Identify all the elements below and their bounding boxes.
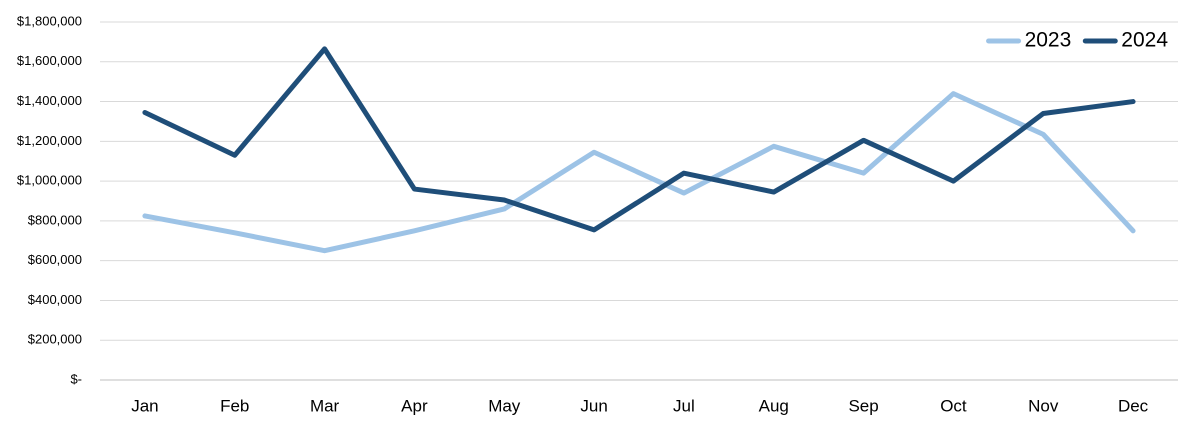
x-tick-label: Jan [131, 396, 158, 415]
y-tick-label: $1,400,000 [17, 93, 82, 108]
x-tick-label: Aug [759, 396, 789, 415]
y-tick-label: $600,000 [28, 252, 82, 267]
x-tick-label: Sep [848, 396, 878, 415]
x-tick-label: Jun [580, 396, 607, 415]
y-tick-label: $400,000 [28, 292, 82, 307]
x-tick-label: Mar [310, 396, 340, 415]
x-tick-label: Oct [940, 396, 967, 415]
line-series [142, 91, 1136, 254]
line-series [142, 46, 1136, 233]
y-tick-label: $- [70, 371, 82, 386]
y-tick-label: $1,000,000 [17, 173, 82, 188]
legend-label: 2024 [1121, 29, 1168, 52]
x-tick-label: Jul [673, 396, 695, 415]
y-tick-label: $1,800,000 [17, 13, 82, 28]
x-tick-label: Dec [1118, 396, 1149, 415]
y-tick-label: $800,000 [28, 212, 82, 227]
y-tick-label: $200,000 [28, 332, 82, 347]
y-tick-label: $1,200,000 [17, 133, 82, 148]
x-tick-label: Apr [401, 396, 428, 415]
x-tick-label: Nov [1028, 396, 1059, 415]
legend-label: 2023 [1025, 29, 1072, 52]
x-tick-label: May [488, 396, 521, 415]
x-tick-label: Feb [220, 396, 249, 415]
y-tick-label: $1,600,000 [17, 53, 82, 68]
